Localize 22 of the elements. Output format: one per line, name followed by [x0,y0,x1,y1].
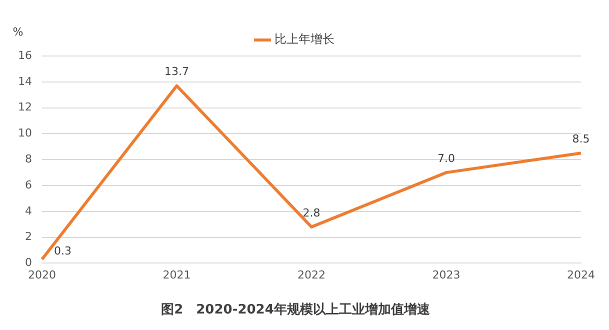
y-tick-label: 12 [18,100,32,114]
x-tick-label: 2023 [432,268,460,282]
text: 2.8 [302,206,320,220]
x-tick-label: 2021 [162,268,191,282]
y-tick-label: 4 [24,204,32,218]
x-tick-label: 2022 [298,268,326,282]
y-tick-label: 16 [18,48,32,62]
text: 7.0 [438,152,456,165]
y-axis-title: % [12,25,24,38]
text: 图2 2020-2024年规模以上工业增加值增速 [161,302,431,318]
y-tick-label: 10 [18,126,32,140]
y-tick-label: 0 [24,256,32,270]
x-tick-label: 2024 [567,268,596,282]
legend-label: 比上年增长 [274,32,334,46]
y-tick-label: 6 [24,178,32,192]
text: 13.7 [164,65,189,78]
x-tick-label: 2020 [28,268,56,282]
text: 8.5 [572,132,590,146]
text: 0.3 [54,244,72,258]
y-tick-label: 2 [24,230,32,244]
y-tick-label: 8 [24,152,32,166]
y-tick-label: 14 [18,74,32,88]
